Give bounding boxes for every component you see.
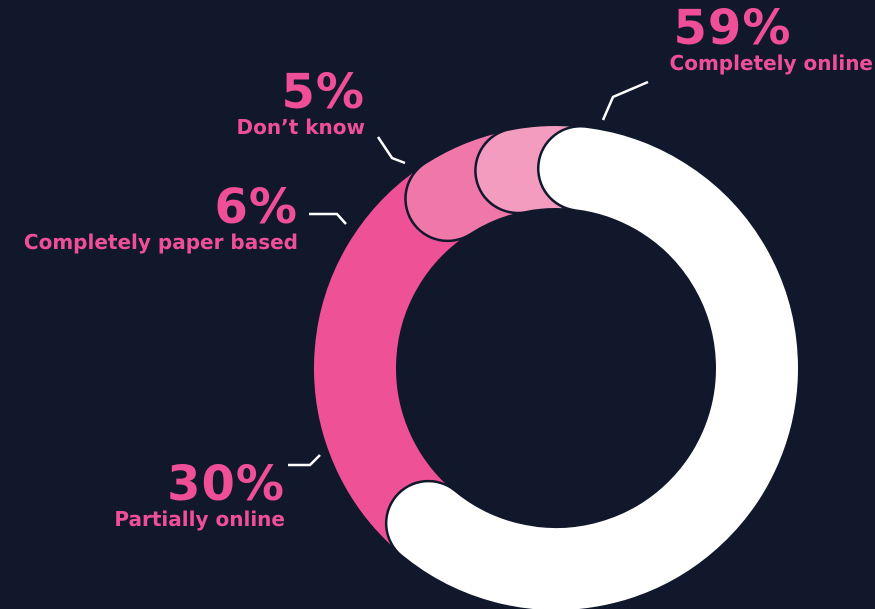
leader-lines (288, 80, 649, 467)
percent-completely-paper-based: 6% (214, 179, 298, 235)
category-dont-know: Don’t know (236, 115, 365, 139)
slice-completely-online (387, 127, 798, 609)
category-completely-online: Completely online (669, 51, 873, 75)
donut-slices (311, 123, 801, 609)
leader-line (376, 136, 406, 165)
label-completely-online: 59% Completely online (670, 4, 873, 74)
label-dont-know: 5% Don’t know (237, 68, 365, 138)
slice-partially-online (314, 157, 489, 565)
leader-line (288, 454, 321, 467)
label-completely-paper-based: 6% Completely paper based (24, 183, 298, 253)
leader-line (309, 212, 347, 225)
category-completely-paper-based: Completely paper based (23, 230, 298, 254)
label-partially-online: 30% Partially online (114, 460, 285, 530)
percent-partially-online: 30% (167, 456, 285, 512)
category-partially-online: Partially online (114, 507, 285, 531)
percent-completely-online: 59% (673, 0, 792, 56)
percent-dont-know: 5% (281, 64, 365, 120)
leader-line (601, 80, 649, 121)
